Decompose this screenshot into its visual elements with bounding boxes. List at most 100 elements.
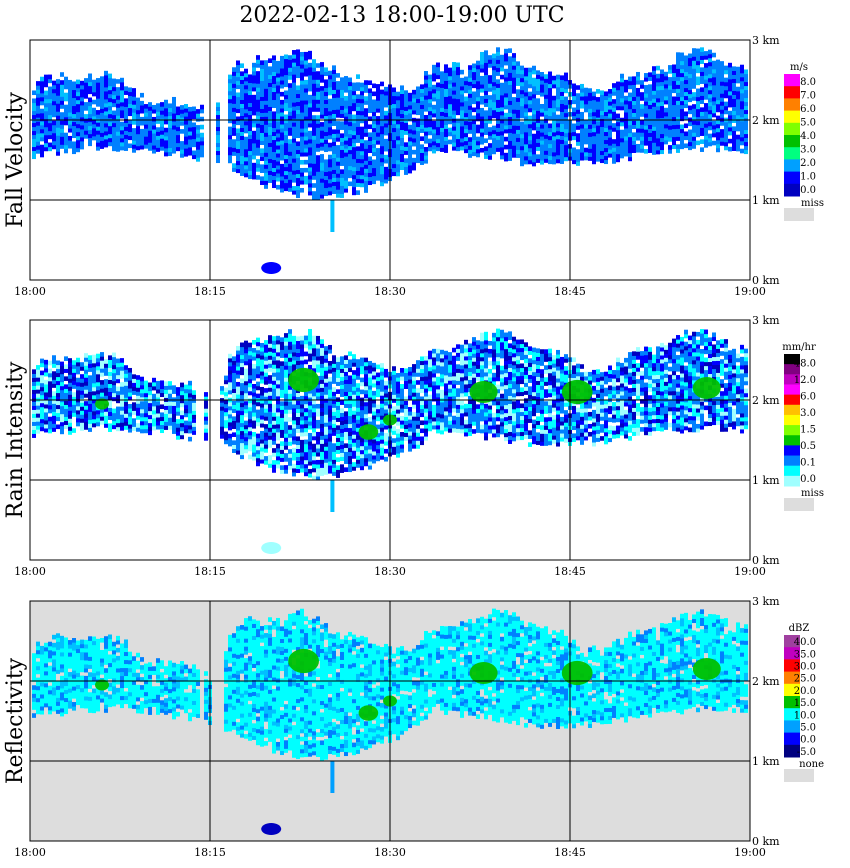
- x-tick-label: 19:00: [734, 846, 766, 859]
- echo-cell: [288, 367, 319, 393]
- legend-level: 1.5: [800, 424, 816, 435]
- legend-level: 0.0: [800, 474, 816, 485]
- legend-swatch: [784, 354, 800, 365]
- legend-swatch: [784, 74, 800, 87]
- legend-level: 8.0: [800, 77, 816, 88]
- x-tick-label: 18:00: [14, 846, 46, 859]
- echo-cell: [288, 648, 319, 674]
- panel-label: Fall Velocity: [3, 92, 28, 228]
- fall-streak: [330, 761, 335, 793]
- low-echo: [261, 823, 282, 835]
- legend-level: 0.0: [800, 185, 816, 196]
- legend-missing-swatch: [784, 208, 814, 221]
- legend-swatch: [784, 384, 800, 396]
- legend-level: 0.0: [800, 735, 816, 746]
- plot-frame: [29, 319, 751, 561]
- legend-swatch: [784, 475, 800, 487]
- legend-swatch: [784, 394, 800, 406]
- y-tick-label: 0 km: [752, 274, 780, 287]
- echo-cell: [358, 705, 379, 721]
- plot-frame: [29, 39, 751, 281]
- legend-swatch: [784, 445, 800, 457]
- legend-swatch: [784, 86, 800, 99]
- legend-level: 3.0: [800, 145, 816, 156]
- legend-unit: mm/hr: [782, 342, 816, 353]
- x-tick-label: 18:45: [554, 846, 586, 859]
- legend-level: 3.0: [800, 408, 816, 419]
- legend-swatch: [784, 122, 800, 136]
- legend-swatch: [784, 171, 800, 185]
- legend-missing-label: none: [799, 759, 824, 770]
- echo-cell: [95, 398, 109, 410]
- figure-title: 2022-02-13 18:00-19:00 UTC: [239, 3, 564, 28]
- legend-level: 7.0: [800, 90, 816, 101]
- legend-swatch: [784, 414, 800, 426]
- legend-level: 40.0: [794, 637, 816, 648]
- legend-swatch: [784, 465, 800, 477]
- legend-level: 6.0: [800, 391, 816, 402]
- x-tick-label: 18:30: [374, 285, 406, 298]
- legend-swatch: [784, 404, 800, 416]
- x-tick-label: 18:00: [14, 565, 46, 578]
- y-tick-label: 3 km: [752, 34, 780, 47]
- legend-swatch: [784, 183, 800, 197]
- y-tick-label: 1 km: [752, 474, 780, 487]
- legend-swatch: [784, 435, 800, 446]
- legend-level: 1.0: [800, 172, 816, 183]
- x-tick-label: 18:15: [194, 565, 226, 578]
- panel-rain-intensity: 18:00 18:15 18:30 18:45 19:00 3 km 2 km 1 km 0 k…: [3, 314, 824, 578]
- y-tick-label: 2 km: [752, 675, 780, 688]
- x-tick-label: 18:45: [554, 285, 586, 298]
- x-tick-label: 18:15: [194, 285, 226, 298]
- x-tick-label: 18:00: [14, 285, 46, 298]
- legend-level: 6.0: [800, 104, 816, 115]
- legend-swatch: [784, 671, 800, 685]
- legend-level: 30.0: [794, 662, 816, 673]
- x-tick-label: 19:00: [734, 565, 766, 578]
- legend-level: 0.5: [800, 441, 816, 452]
- y-tick-label: 3 km: [752, 314, 780, 327]
- x-tick-label: 18:30: [374, 846, 406, 859]
- legend-swatch: [784, 744, 800, 758]
- y-tick-label: 1 km: [752, 194, 780, 207]
- legend-swatch: [784, 659, 800, 673]
- legend-swatch: [784, 683, 800, 697]
- legend-level: 20.0: [794, 686, 816, 697]
- legend-missing-label: miss: [801, 198, 824, 209]
- legend-swatch: [784, 374, 800, 385]
- y-tick-label: 1 km: [752, 755, 780, 768]
- legend-swatch: [784, 708, 800, 721]
- x-tick-label: 18:45: [554, 565, 586, 578]
- echo-cell: [95, 679, 109, 691]
- legend-level: 35.0: [794, 649, 816, 660]
- legend-swatch: [784, 455, 800, 467]
- legend-swatch: [784, 696, 800, 709]
- low-echo: [261, 262, 282, 274]
- legend-missing-swatch: [784, 769, 814, 782]
- panel-reflectivity: 18:00 18:15 18:30 18:45 19:00 3 km 2 km 1 km 0 k…: [3, 595, 824, 859]
- plot-frame: [29, 600, 751, 842]
- echo-cell: [692, 658, 721, 680]
- legend-swatch: [784, 720, 800, 734]
- legend-swatch: [784, 647, 800, 660]
- x-tick-label: 18:30: [374, 565, 406, 578]
- echo-cell: [692, 377, 721, 399]
- low-echo: [261, 542, 282, 554]
- legend-missing-swatch: [784, 498, 814, 511]
- legend-level: 5.0: [800, 117, 816, 128]
- panel-label: Reflectivity: [3, 657, 28, 784]
- legend-level: 12.0: [794, 375, 816, 386]
- legend-swatch: [784, 110, 800, 124]
- echo-cell: [358, 424, 379, 440]
- fall-streak: [330, 200, 335, 232]
- legend-swatch: [784, 159, 800, 173]
- legend-level: 25.0: [794, 674, 816, 685]
- legend-swatch: [784, 364, 800, 375]
- legend-swatch: [784, 135, 800, 148]
- legend-level: -5.0: [797, 747, 816, 758]
- legend-swatch: [784, 425, 800, 436]
- panel-label: Rain Intensity: [3, 361, 28, 518]
- legend-swatch: [784, 98, 800, 112]
- legend-level: 48.0: [794, 358, 816, 369]
